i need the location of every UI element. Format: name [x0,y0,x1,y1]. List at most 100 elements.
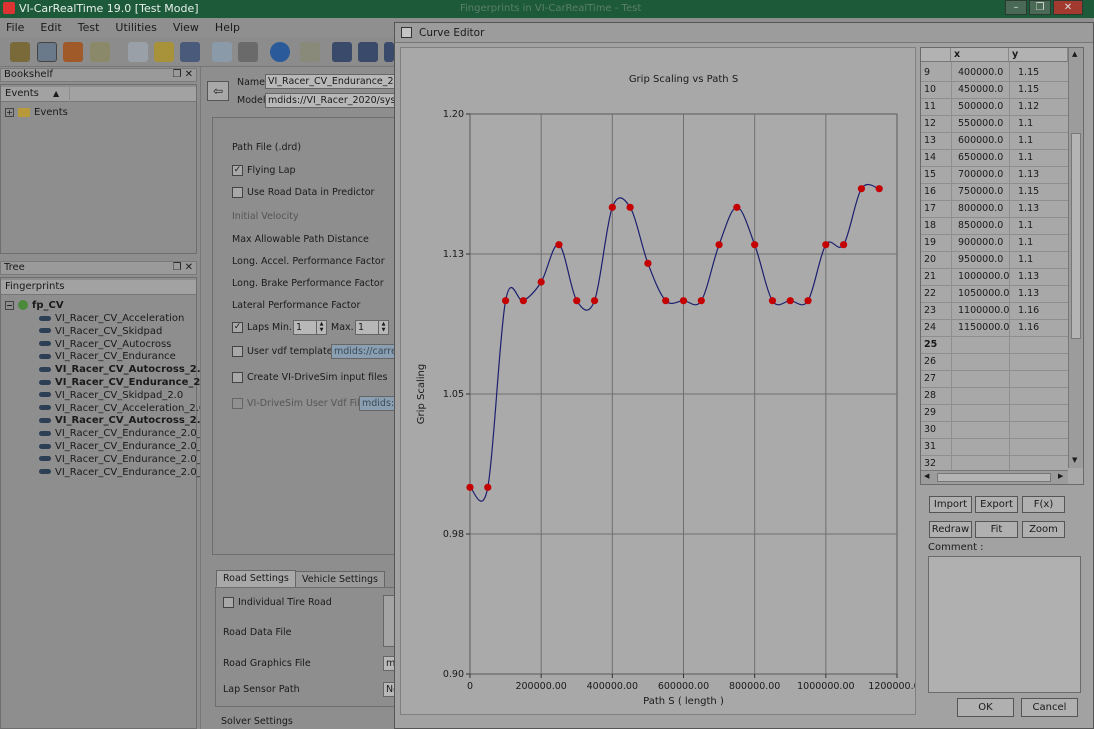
cell-y[interactable]: 1.1 [1018,254,1034,265]
table-vertical-scrollbar[interactable]: ▲ ▼ [1068,48,1083,468]
open-folder-icon[interactable] [154,42,174,62]
tree-float-icon[interactable]: ❐ [172,262,182,273]
cell-x[interactable]: 750000.0 [958,186,1004,197]
cell-y[interactable]: 1.15 [1018,186,1040,197]
fx-button[interactable]: F(x) [1022,496,1065,513]
grip-scaling-chart[interactable]: 0 200000.00 400000.00 600000.00 800000.00 100… [401,48,915,714]
table-row[interactable]: 25 [921,337,1068,354]
table-row[interactable]: 14 650000.0 1.1 [921,150,1068,167]
run-icon[interactable] [270,42,290,62]
cell-y[interactable]: 1.1 [1018,220,1034,231]
redraw-button[interactable]: Redraw [929,521,972,538]
tree-item[interactable]: VI_Racer_CV_Autocross [39,338,171,351]
cell-y[interactable]: 1.15 [1018,67,1040,78]
comment-textarea[interactable] [928,556,1081,693]
cell-x[interactable]: 550000.0 [958,118,1004,129]
table-row[interactable]: 30 [921,422,1068,439]
menu-utilities[interactable]: Utilities [115,21,157,34]
cell-y[interactable]: 1.13 [1018,288,1040,299]
import-button[interactable]: Import [929,496,972,513]
table-row[interactable]: 18 850000.0 1.1 [921,218,1068,235]
road-data-predictor-checkbox[interactable] [232,187,243,198]
cube-icon[interactable] [63,42,83,62]
export-button[interactable]: Export [975,496,1018,513]
fit-button[interactable]: Fit [975,521,1018,538]
cell-y[interactable]: 1.1 [1018,135,1034,146]
cell-x[interactable]: 650000.0 [958,152,1004,163]
menu-test[interactable]: Test [77,21,100,34]
cell-y[interactable]: 1.1 [1018,152,1034,163]
scrollbar-thumb[interactable] [937,473,1051,482]
layout-left-icon[interactable] [332,42,352,62]
bookshelf-item-events[interactable]: + Events [5,106,68,119]
table-row[interactable]: 11 500000.0 1.12 [921,99,1068,116]
table-row[interactable]: 23 1100000.0 1.16 [921,303,1068,320]
cell-y[interactable]: 1.12 [1018,101,1040,112]
menu-file[interactable]: File [6,21,25,34]
cell-x[interactable]: 900000.0 [958,237,1004,248]
table-horizontal-scrollbar[interactable]: ◀ ▶ [921,470,1068,484]
table-row[interactable]: 15 700000.0 1.13 [921,167,1068,184]
tree-item[interactable]: VI_Racer_CV_Endurance_2.0_co [39,440,213,453]
table-row[interactable]: 22 1050000.0 1.13 [921,286,1068,303]
cell-x[interactable]: 1050000.0 [958,288,1010,299]
lap-sensor-field[interactable]: No [383,682,395,697]
table-row[interactable]: 29 [921,405,1068,422]
scrollbar-thumb[interactable] [1071,133,1081,339]
cell-y[interactable]: 1.13 [1018,169,1040,180]
new-file-icon[interactable] [128,42,148,62]
scroll-left-icon[interactable]: ◀ [924,472,930,480]
cancel-button[interactable]: Cancel [1021,698,1078,717]
layout-right-icon[interactable] [384,42,394,62]
car-select-icon[interactable] [37,42,57,62]
tree-item[interactable]: VI_Racer_CV_Endurance_2.0_co [39,453,213,466]
cell-y[interactable]: 1.16 [1018,305,1040,316]
cell-x[interactable]: 1000000.0 [958,271,1010,282]
scroll-up-icon[interactable]: ▲ [1072,50,1078,58]
tab-road-settings[interactable]: Road Settings [216,570,296,587]
tree-item[interactable]: VI_Racer_CV_Acceleration_2.0 [39,402,205,415]
table-row[interactable]: 10 450000.0 1.15 [921,82,1068,99]
user-vdf-checkbox[interactable] [232,346,243,357]
cell-x[interactable]: 1150000.0 [958,322,1010,333]
bookshelf-close-icon[interactable]: ✕ [184,69,193,80]
cell-x[interactable]: 800000.0 [958,203,1004,214]
table-row[interactable]: 21 1000000.0 1.13 [921,269,1068,286]
table-row[interactable]: 26 [921,354,1068,371]
balance-icon[interactable] [300,42,320,62]
cell-y[interactable]: 1.15 [1018,84,1040,95]
individual-tire-road-checkbox[interactable] [223,597,234,608]
tree-item[interactable]: VI_Racer_CV_Skidpad_2.0 [39,389,183,402]
scroll-down-icon[interactable]: ▼ [1072,456,1078,464]
table-row[interactable]: 17 800000.0 1.13 [921,201,1068,218]
model-field[interactable]: mdids://VI_Racer_2020/syster [265,93,395,108]
drivesim-vdf-field[interactable]: mdids:// [359,396,395,411]
tree-item[interactable]: VI_Racer_CV_Acceleration [39,312,184,325]
cell-y[interactable]: 1.13 [1018,203,1040,214]
cell-y[interactable]: 1.13 [1018,271,1040,282]
stepper-arrows-icon[interactable]: ▲ ▼ [378,321,388,334]
cell-x[interactable]: 1100000.0 [958,305,1010,316]
menu-help[interactable]: Help [214,21,240,34]
cell-x[interactable]: 850000.0 [958,220,1004,231]
clipboard-icon[interactable] [90,42,110,62]
menu-view[interactable]: View [172,21,199,34]
bookshelf-float-icon[interactable]: ❐ [172,69,182,80]
cell-x[interactable]: 700000.0 [958,169,1004,180]
create-drivesim-checkbox[interactable] [232,372,243,383]
app-maximize-button[interactable]: ❐ [1029,0,1051,15]
laps-min-stepper[interactable]: 1 ▲ ▼ [293,320,327,335]
cell-x[interactable]: 500000.0 [958,101,1004,112]
cell-y[interactable]: 1.16 [1018,322,1040,333]
back-button[interactable]: ⇦ [207,81,229,101]
app-close-button[interactable]: ✕ [1053,0,1083,15]
tree-root[interactable]: − fp_CV [5,299,64,312]
cell-x[interactable]: 400000.0 [958,67,1004,78]
collapse-icon[interactable]: − [5,301,14,310]
tab-vehicle-settings[interactable]: Vehicle Settings [295,571,385,588]
name-field[interactable]: VI_Racer_CV_Endurance_2.0_ [265,74,395,89]
cell-y[interactable]: 1.1 [1018,118,1034,129]
copy-icon[interactable] [212,42,232,62]
user-vdf-field[interactable]: mdids://carrea [331,344,395,359]
cell-x[interactable]: 600000.0 [958,135,1004,146]
